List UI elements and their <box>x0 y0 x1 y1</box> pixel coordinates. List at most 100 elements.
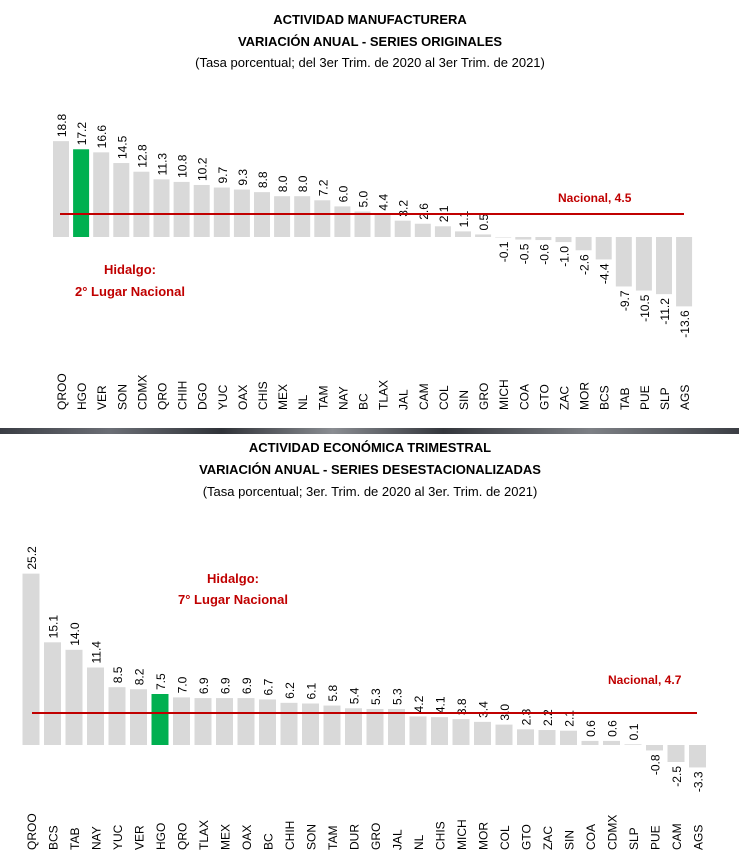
value-label: 3.8 <box>455 698 469 715</box>
value-label: 0.5 <box>477 213 491 230</box>
category-label: VER <box>133 825 147 850</box>
value-label: 7.5 <box>154 673 168 690</box>
category-label: BC <box>262 833 276 850</box>
value-label: 2.6 <box>417 203 431 220</box>
bar-zac <box>555 237 572 243</box>
category-label: QROO <box>55 373 69 410</box>
category-label: BC <box>357 393 371 410</box>
category-label: HGO <box>154 823 168 850</box>
value-label: 16.6 <box>95 125 109 149</box>
bar-gro <box>366 708 384 745</box>
value-label: 6.2 <box>283 682 297 699</box>
category-label: GTO <box>537 384 551 410</box>
category-label: QROO <box>25 813 39 850</box>
bar-mich <box>495 237 512 238</box>
category-label: DUR <box>348 824 362 850</box>
value-label: 11.3 <box>156 153 170 176</box>
value-label: 5.3 <box>391 688 405 705</box>
category-label: SON <box>115 384 129 410</box>
manufacturing-chart-panel: ACTIVIDAD MANUFACTURERA VARIACIÓN ANUAL … <box>53 12 693 410</box>
value-label: 6.9 <box>197 677 211 694</box>
bar-chih <box>280 702 298 745</box>
value-label: 6.9 <box>219 677 233 694</box>
bar-ags <box>689 745 706 768</box>
value-label: 11.4 <box>90 641 104 664</box>
bar-sin <box>455 231 471 237</box>
photo-strip-divider <box>0 428 739 434</box>
category-label: TAB <box>618 388 632 410</box>
category-label: GRO <box>477 383 491 410</box>
hidalgo-annotation-2: 2° Lugar Nacional <box>75 284 185 299</box>
value-label: -9.7 <box>618 290 632 311</box>
value-label: 5.4 <box>348 687 362 704</box>
value-label: -2.6 <box>578 254 592 275</box>
bar-tam <box>323 705 341 745</box>
bar-ver <box>93 152 110 237</box>
value-label: 8.0 <box>276 175 290 192</box>
value-label: 3.2 <box>397 200 411 217</box>
category-label: TLAX <box>197 820 211 850</box>
bar-ags <box>676 237 693 307</box>
bar-col <box>434 226 451 237</box>
economic-activity-chart-panel: ACTIVIDAD ECONÓMICA TRIMESTRAL VARIACIÓN… <box>0 434 739 853</box>
value-label: 5.3 <box>369 688 383 705</box>
bar-qro <box>173 697 190 745</box>
category-label: CHIH <box>176 381 190 410</box>
bar-bc <box>354 211 371 237</box>
bar-nay <box>87 667 104 745</box>
bar-mex <box>274 196 291 237</box>
bar-tlax <box>374 214 391 237</box>
category-label: NAY <box>336 386 350 410</box>
chart-title: ACTIVIDAD ECONÓMICA TRIMESTRAL <box>249 440 491 455</box>
value-label: 9.3 <box>236 169 250 186</box>
bar-hgo <box>151 694 169 745</box>
value-label: 17.2 <box>75 122 89 146</box>
bar-col <box>495 724 513 745</box>
category-label: QRO <box>176 823 190 850</box>
value-label: 7.2 <box>316 179 330 196</box>
category-label: BCS <box>47 825 61 850</box>
chart-note: (Tasa porcentual; 3er. Trim. de 2020 al … <box>203 484 538 499</box>
value-label: 4.2 <box>412 695 426 712</box>
value-label: -3.3 <box>692 771 706 792</box>
category-label: CDMX <box>135 375 149 410</box>
bar-yuc <box>108 687 126 745</box>
bar-coa <box>515 237 532 240</box>
category-label: CHIS <box>434 821 448 850</box>
bar-cam <box>414 223 431 237</box>
bar-ver <box>130 689 147 745</box>
national-label: Nacional, 4.5 <box>558 191 632 205</box>
value-label: 6.9 <box>240 677 254 694</box>
value-label: 10.8 <box>176 154 190 178</box>
bar-tab <box>65 649 83 745</box>
value-label: 2.3 <box>520 708 534 725</box>
hidalgo-annotation-2: 7° Lugar Nacional <box>178 592 288 607</box>
value-label: 14.5 <box>115 135 129 159</box>
value-label: 6.1 <box>305 683 319 700</box>
bar-nl <box>409 716 427 745</box>
category-label: MOR <box>578 382 592 410</box>
hidalgo-annotation-1: Hidalgo: <box>207 571 259 586</box>
category-label: NAY <box>90 826 104 850</box>
category-label: PUE <box>638 385 652 410</box>
bar-slp <box>624 744 642 745</box>
bar-hgo <box>73 149 90 237</box>
category-label: CAM <box>417 383 431 410</box>
category-label: AGS <box>692 825 706 850</box>
category-label: MICH <box>455 819 469 850</box>
bar-gto <box>517 729 534 745</box>
value-label: -11.2 <box>658 298 672 325</box>
value-label: 8.0 <box>296 175 310 192</box>
bar-cdmx <box>603 740 620 745</box>
bar-bcs <box>44 642 61 745</box>
value-label: -2.5 <box>670 766 684 787</box>
value-label: 8.5 <box>111 666 125 683</box>
bar-mex <box>216 698 233 745</box>
category-label: YUC <box>111 824 125 850</box>
national-label: Nacional, 4.7 <box>608 673 682 687</box>
bar-gro <box>475 234 492 237</box>
bar-jal <box>394 220 411 237</box>
category-label: CHIS <box>256 381 270 410</box>
bar-gto <box>535 237 552 241</box>
chart-subtitle: VARIACIÓN ANUAL - SERIES DESESTACIONALIZ… <box>199 462 541 477</box>
